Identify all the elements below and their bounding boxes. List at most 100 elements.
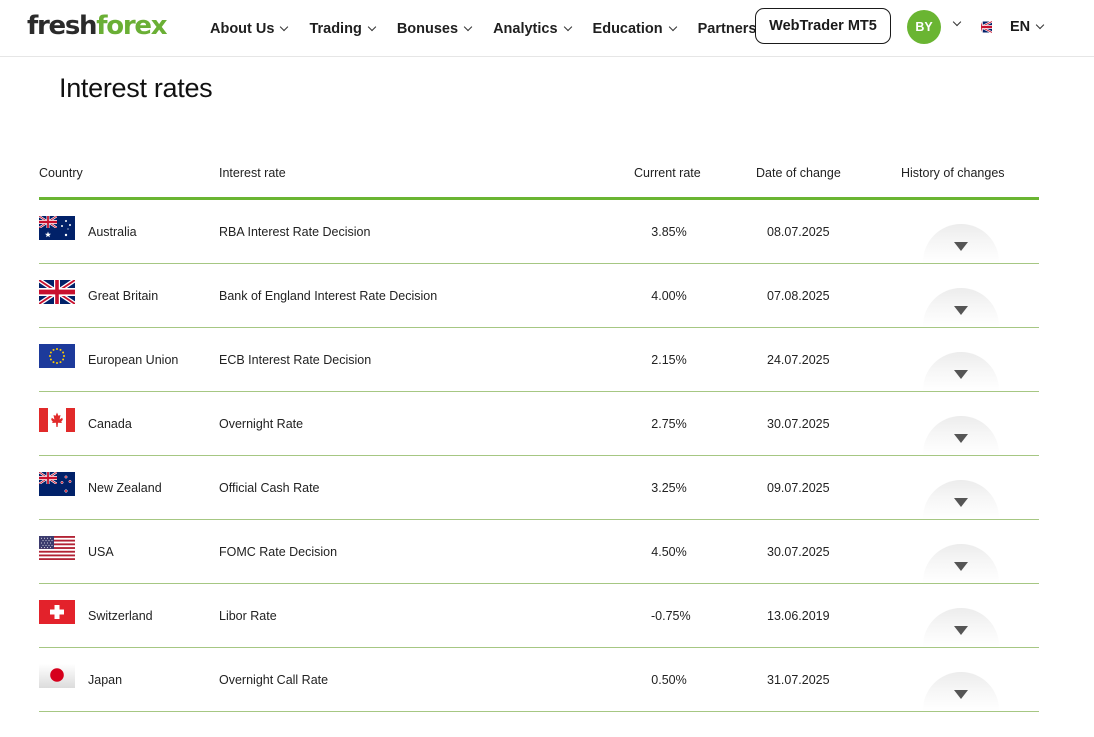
- date-of-change: 13.06.2019: [767, 609, 830, 623]
- country-name: Japan: [88, 673, 123, 687]
- triangle-down-icon: [954, 306, 968, 315]
- european-union-flag-icon: [39, 344, 75, 368]
- australia-flag-icon: [39, 216, 75, 240]
- country-name: New Zealand: [88, 481, 162, 495]
- nav-item-analytics[interactable]: Analytics: [493, 20, 572, 37]
- new-zealand-flag-icon: [39, 472, 75, 496]
- site-header: freshforex About Us Trading Bonuses Anal…: [0, 0, 1094, 57]
- current-rate: 4.50%: [651, 545, 687, 559]
- table-row: Australia RBA Interest Rate Decision 3.8…: [39, 200, 1039, 264]
- nav-label: About Us: [210, 20, 275, 37]
- country-name: Great Britain: [88, 289, 159, 303]
- rate-name: Official Cash Rate: [219, 481, 320, 495]
- table-row: USA FOMC Rate Decision 4.50% 30.07.2025: [39, 520, 1039, 584]
- chevron-down-icon: [563, 22, 572, 31]
- date-of-change: 24.07.2025: [767, 353, 830, 367]
- chevron-down-icon: [1035, 20, 1045, 30]
- freshforex-logo[interactable]: freshforex: [27, 10, 167, 42]
- column-header-interest-rate: Interest rate: [219, 166, 286, 180]
- history-toggle-button[interactable]: [923, 224, 999, 263]
- history-toggle-button[interactable]: [923, 352, 999, 391]
- date-of-change: 08.07.2025: [767, 225, 830, 239]
- history-toggle-button[interactable]: [923, 480, 999, 519]
- country-name: European Union: [88, 353, 179, 367]
- column-header-current-rate: Current rate: [634, 166, 701, 180]
- chevron-down-icon: [668, 22, 677, 31]
- table-row: Canada Overnight Rate 2.75% 30.07.2025: [39, 392, 1039, 456]
- chevron-down-icon: [463, 22, 473, 31]
- interest-rates-table: Country Interest rate Current rate Date …: [39, 151, 1039, 712]
- rate-name: ECB Interest Rate Decision: [219, 353, 372, 367]
- nav-item-about-us[interactable]: About Us: [210, 20, 289, 37]
- history-toggle-button[interactable]: [923, 672, 999, 711]
- rate-name: Overnight Call Rate: [219, 673, 329, 687]
- triangle-down-icon: [954, 434, 968, 443]
- table-row: Great Britain Bank of England Interest R…: [39, 264, 1039, 328]
- history-toggle-button[interactable]: [923, 288, 999, 327]
- canada-flag-icon: [39, 408, 75, 432]
- country-name: Switzerland: [88, 609, 153, 623]
- switzerland-flag-icon: [39, 600, 75, 624]
- column-header-date-of-change: Date of change: [756, 166, 841, 180]
- triangle-down-icon: [954, 626, 968, 635]
- main-nav: About Us Trading Bonuses Analytics Educa…: [210, 0, 778, 57]
- date-of-change: 30.07.2025: [767, 545, 830, 559]
- table-row: New Zealand Official Cash Rate 3.25% 09.…: [39, 456, 1039, 520]
- table-row: Switzerland Libor Rate -0.75% 13.06.2019: [39, 584, 1039, 648]
- usa-flag-icon: [39, 536, 75, 560]
- triangle-down-icon: [954, 498, 968, 507]
- nav-label: Education: [592, 20, 663, 37]
- date-of-change: 30.07.2025: [767, 417, 830, 431]
- great-britain-flag-icon: [39, 280, 75, 304]
- user-avatar[interactable]: BY: [907, 10, 941, 44]
- japan-flag-icon: [39, 664, 75, 688]
- nav-item-bonuses[interactable]: Bonuses: [396, 20, 473, 37]
- chevron-down-icon: [367, 22, 377, 31]
- rate-name: RBA Interest Rate Decision: [219, 225, 371, 239]
- triangle-down-icon: [954, 562, 968, 571]
- current-rate: 3.25%: [651, 481, 687, 495]
- current-rate: 2.15%: [651, 353, 687, 367]
- history-toggle-button[interactable]: [923, 544, 999, 583]
- nav-label: Partners: [697, 20, 757, 37]
- date-of-change: 09.07.2025: [767, 481, 830, 495]
- current-rate: 2.75%: [651, 417, 687, 431]
- date-of-change: 07.08.2025: [767, 289, 830, 303]
- webtrader-mt5-button[interactable]: WebTrader MT5: [755, 8, 891, 44]
- triangle-down-icon: [954, 242, 968, 251]
- logo-part-fresh: fresh: [27, 11, 98, 41]
- nav-item-partners[interactable]: Partners: [698, 21, 757, 37]
- nav-item-education[interactable]: Education: [592, 20, 677, 37]
- date-of-change: 31.07.2025: [767, 673, 830, 687]
- chevron-down-icon: [280, 22, 289, 31]
- language-selector[interactable]: EN: [981, 16, 1045, 38]
- triangle-down-icon: [954, 690, 968, 699]
- page-title: Interest rates: [59, 73, 213, 103]
- country-name: Australia: [88, 225, 137, 239]
- current-rate: 3.85%: [651, 225, 687, 239]
- rate-name: Bank of England Interest Rate Decision: [219, 289, 438, 303]
- current-rate: 0.50%: [651, 673, 687, 687]
- column-header-history: History of changes: [901, 166, 1005, 180]
- column-header-country: Country: [39, 166, 83, 180]
- triangle-down-icon: [954, 370, 968, 379]
- country-name: USA: [88, 545, 114, 559]
- nav-item-trading[interactable]: Trading: [309, 20, 377, 37]
- nav-label: Analytics: [493, 20, 558, 37]
- nav-label: Trading: [309, 20, 362, 37]
- rate-name: Overnight Rate: [219, 417, 304, 431]
- table-header: Country Interest rate Current rate Date …: [39, 151, 1039, 200]
- history-toggle-button[interactable]: [923, 608, 999, 647]
- rate-name: FOMC Rate Decision: [219, 545, 338, 559]
- current-rate: -0.75%: [651, 609, 691, 623]
- logo-part-forex: forex: [96, 11, 167, 41]
- current-rate: 4.00%: [651, 289, 687, 303]
- uk-flag-icon: [981, 16, 1003, 38]
- table-row: European Union ECB Interest Rate Decisio…: [39, 328, 1039, 392]
- nav-label: Bonuses: [396, 20, 459, 37]
- language-label: EN: [1010, 19, 1031, 35]
- table-row: Japan Overnight Call Rate 0.50% 31.07.20…: [39, 648, 1039, 712]
- chevron-down-icon[interactable]: [952, 17, 962, 27]
- country-name: Canada: [88, 417, 132, 431]
- history-toggle-button[interactable]: [923, 416, 999, 455]
